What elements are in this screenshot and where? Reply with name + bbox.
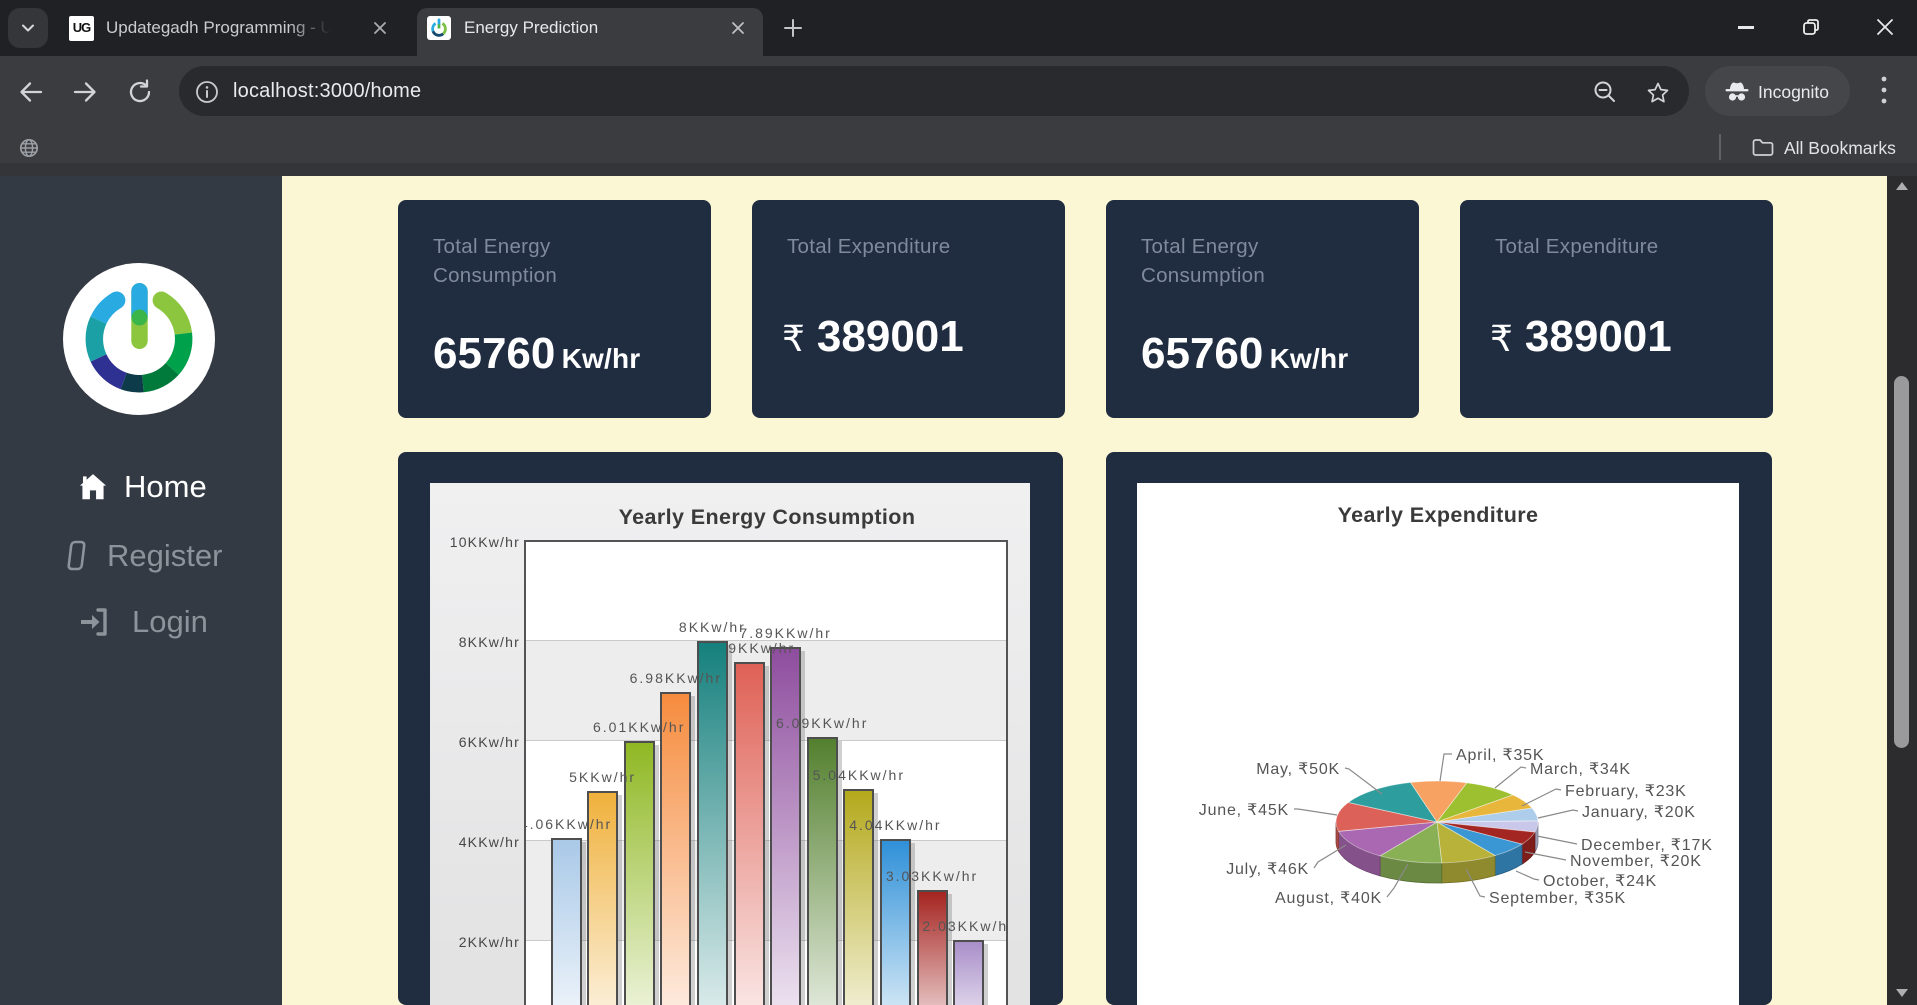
svg-text:October, ₹24K: October, ₹24K	[1543, 873, 1657, 890]
svg-text:July, ₹46K: July, ₹46K	[1226, 861, 1309, 878]
svg-text:March, ₹34K: March, ₹34K	[1530, 761, 1631, 778]
svg-text:September, ₹35K: September, ₹35K	[1489, 890, 1626, 907]
svg-text:August, ₹40K: August, ₹40K	[1275, 890, 1382, 907]
svg-text:November, ₹20K: November, ₹20K	[1570, 853, 1702, 870]
svg-text:May, ₹50K: May, ₹50K	[1256, 761, 1340, 778]
svg-text:December, ₹17K: December, ₹17K	[1581, 837, 1713, 854]
svg-text:February, ₹23K: February, ₹23K	[1565, 783, 1687, 800]
svg-text:January, ₹20K: January, ₹20K	[1582, 804, 1696, 821]
svg-text:April, ₹35K: April, ₹35K	[1456, 747, 1544, 764]
svg-text:June, ₹45K: June, ₹45K	[1199, 802, 1289, 819]
